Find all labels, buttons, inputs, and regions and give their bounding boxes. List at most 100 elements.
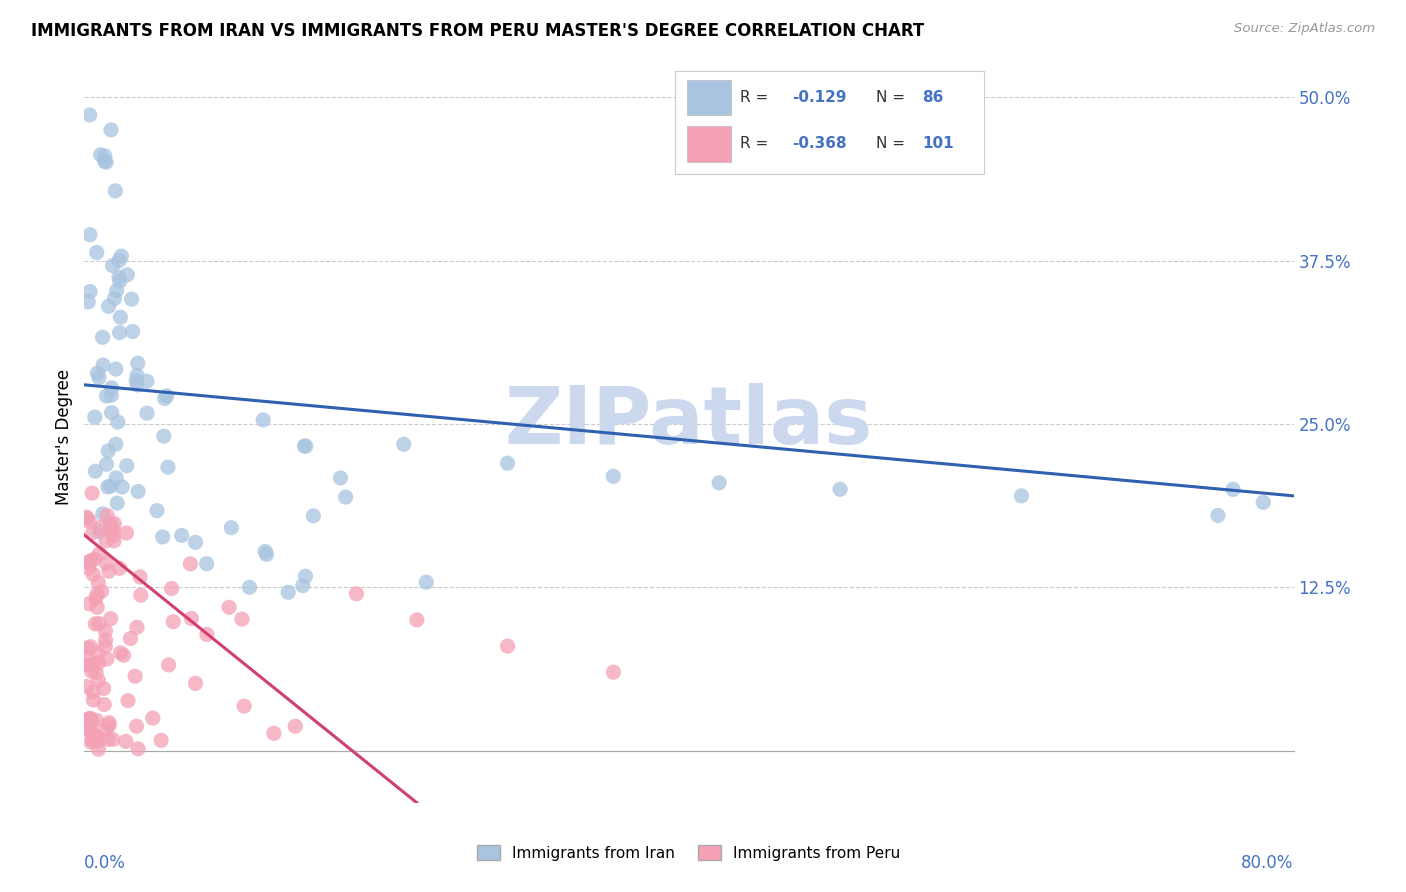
Point: [91, 507, 114, 521]
Point: [80, 735, 103, 749]
Point: [103, 528, 125, 542]
Point: [120, 632, 142, 646]
Point: [87, 616, 110, 631]
Point: [98, 718, 121, 732]
Point: [406, 613, 429, 627]
Point: [121, 292, 143, 306]
Point: [79, 711, 101, 725]
Point: [84, 728, 107, 742]
Text: 0.0%: 0.0%: [84, 854, 127, 872]
Text: 80.0%: 80.0%: [1241, 854, 1294, 872]
Point: [254, 544, 277, 558]
Point: [105, 496, 128, 510]
Point: [86, 245, 108, 260]
Point: [82, 733, 104, 747]
Point: [89, 547, 111, 561]
Point: [83, 657, 105, 672]
Point: [100, 612, 122, 626]
Point: [218, 600, 240, 615]
Point: [93, 681, 115, 696]
Point: [90, 584, 112, 599]
Point: [87, 734, 110, 748]
Text: Source: ZipAtlas.com: Source: ZipAtlas.com: [1234, 22, 1375, 36]
Point: [292, 439, 315, 453]
Point: [100, 381, 122, 395]
Point: [415, 575, 437, 590]
Point: [100, 388, 122, 402]
Point: [256, 548, 278, 562]
Point: [77, 717, 100, 731]
Point: [125, 620, 148, 634]
Point: [96, 389, 118, 403]
Point: [75, 649, 97, 664]
Point: [602, 665, 624, 680]
Point: [170, 528, 193, 542]
Text: N =: N =: [876, 136, 905, 151]
Point: [80, 554, 103, 568]
Point: [294, 439, 316, 453]
Point: [110, 249, 132, 263]
Point: [80, 664, 103, 678]
Point: [103, 516, 125, 531]
Point: [96, 508, 118, 523]
Point: [125, 377, 148, 392]
Point: [294, 569, 316, 583]
Point: [76, 640, 98, 655]
Point: [107, 415, 129, 429]
Point: [108, 274, 131, 288]
Point: [830, 483, 852, 497]
Point: [1222, 483, 1244, 497]
Point: [82, 486, 104, 500]
Point: [77, 597, 100, 611]
Point: [129, 570, 152, 584]
Point: [76, 511, 98, 525]
Point: [335, 490, 357, 504]
Point: [156, 389, 179, 403]
Point: [127, 741, 149, 756]
Point: [94, 633, 117, 648]
Point: [84, 665, 107, 680]
Point: [277, 585, 299, 599]
FancyBboxPatch shape: [675, 71, 984, 174]
Point: [184, 676, 207, 690]
Point: [302, 508, 325, 523]
Point: [87, 673, 110, 688]
Point: [86, 600, 108, 615]
Point: [135, 374, 157, 388]
Point: [180, 611, 202, 625]
Point: [86, 366, 108, 380]
Point: [80, 640, 103, 654]
Point: [117, 694, 139, 708]
Point: [84, 591, 107, 606]
Point: [110, 310, 132, 325]
Point: [82, 685, 104, 699]
Point: [160, 582, 183, 596]
Point: [602, 469, 624, 483]
Point: [87, 647, 110, 661]
Point: [392, 437, 415, 451]
Point: [96, 722, 118, 736]
Point: [108, 270, 131, 285]
Point: [100, 524, 122, 538]
Text: -0.129: -0.129: [793, 90, 846, 105]
Point: [153, 392, 176, 406]
Text: IMMIGRANTS FROM IRAN VS IMMIGRANTS FROM PERU MASTER'S DEGREE CORRELATION CHART: IMMIGRANTS FROM IRAN VS IMMIGRANTS FROM …: [31, 22, 924, 40]
Point: [100, 123, 122, 137]
Point: [97, 443, 120, 458]
Point: [496, 456, 519, 470]
Point: [79, 658, 101, 673]
Point: [127, 484, 149, 499]
Text: N =: N =: [876, 90, 905, 105]
Text: 101: 101: [922, 136, 953, 151]
Point: [97, 564, 120, 578]
Point: [86, 587, 108, 601]
Point: [496, 639, 519, 653]
Point: [142, 711, 165, 725]
Y-axis label: Master's Degree: Master's Degree: [55, 369, 73, 505]
Point: [77, 295, 100, 310]
Point: [91, 358, 114, 372]
Point: [108, 253, 131, 268]
Point: [79, 227, 101, 242]
Text: R =: R =: [740, 136, 768, 151]
Point: [98, 715, 121, 730]
